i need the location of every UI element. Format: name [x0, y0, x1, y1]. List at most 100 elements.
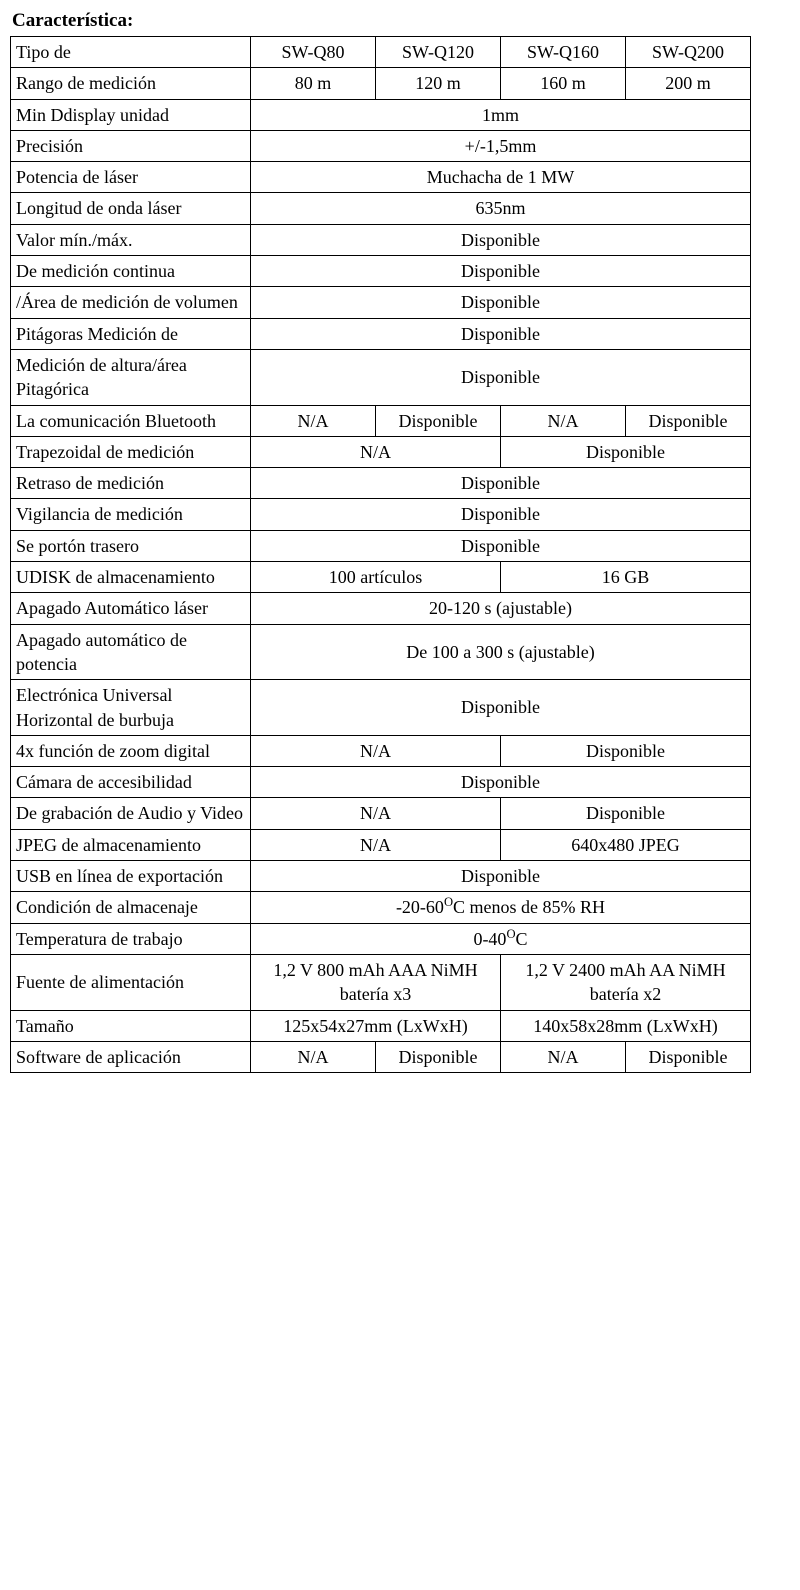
table-row: De medición continuaDisponible: [11, 256, 751, 287]
row-label: Cámara de accesibilidad: [11, 767, 251, 798]
table-row: UDISK de almacenamiento100 artículos16 G…: [11, 562, 751, 593]
row-label: Min Ddisplay unidad: [11, 99, 251, 130]
row-value: Disponible: [251, 287, 751, 318]
table-row: Fuente de alimentación1,2 V 800 mAh AAA …: [11, 954, 751, 1010]
row-value: Disponible: [251, 767, 751, 798]
row-value: Disponible: [251, 318, 751, 349]
table-row: Potencia de láserMuchacha de 1 MW: [11, 162, 751, 193]
row-value: -20-60OC menos de 85% RH: [251, 892, 751, 923]
row-value: Disponible: [251, 256, 751, 287]
row-value: Disponible: [251, 861, 751, 892]
row-value: 100 artículos: [251, 562, 501, 593]
table-row: Se portón traseroDisponible: [11, 530, 751, 561]
row-value: +/-1,5mm: [251, 130, 751, 161]
row-value: 120 m: [376, 68, 501, 99]
table-row: De grabación de Audio y VideoN/ADisponib…: [11, 798, 751, 829]
row-value: 125x54x27mm (LxWxH): [251, 1010, 501, 1041]
row-label: JPEG de almacenamiento: [11, 829, 251, 860]
table-row: Temperatura de trabajo0-40OC: [11, 923, 751, 954]
row-label: Tamaño: [11, 1010, 251, 1041]
row-label: Se portón trasero: [11, 530, 251, 561]
row-value: N/A: [501, 405, 626, 436]
row-value: 640x480 JPEG: [501, 829, 751, 860]
row-value: Disponible: [626, 405, 751, 436]
row-value: SW-Q160: [501, 37, 626, 68]
table-row: Tipo deSW-Q80SW-Q120SW-Q160SW-Q200: [11, 37, 751, 68]
row-value: Disponible: [251, 530, 751, 561]
table-row: Electrónica Universal Horizontal de burb…: [11, 680, 751, 736]
row-label: Longitud de onda láser: [11, 193, 251, 224]
row-value: Disponible: [376, 1041, 501, 1072]
table-row: La comunicación BluetoothN/ADisponibleN/…: [11, 405, 751, 436]
row-value: Disponible: [501, 735, 751, 766]
row-value: SW-Q80: [251, 37, 376, 68]
table-row: Precisión+/-1,5mm: [11, 130, 751, 161]
row-label: Apagado automático de potencia: [11, 624, 251, 680]
row-label: Software de aplicación: [11, 1041, 251, 1072]
row-value: De 100 a 300 s (ajustable): [251, 624, 751, 680]
row-value: Disponible: [501, 436, 751, 467]
row-value: Disponible: [626, 1041, 751, 1072]
row-value: N/A: [251, 405, 376, 436]
row-value: Disponible: [251, 680, 751, 736]
row-value: Disponible: [251, 349, 751, 405]
row-label: Retraso de medición: [11, 468, 251, 499]
table-row: Rango de medición80 m120 m160 m200 m: [11, 68, 751, 99]
row-value: 635nm: [251, 193, 751, 224]
table-row: /Área de medición de volumenDisponible: [11, 287, 751, 318]
row-label: La comunicación Bluetooth: [11, 405, 251, 436]
table-row: Tamaño125x54x27mm (LxWxH)140x58x28mm (Lx…: [11, 1010, 751, 1041]
table-row: USB en línea de exportaciónDisponible: [11, 861, 751, 892]
spec-table: Tipo deSW-Q80SW-Q120SW-Q160SW-Q200Rango …: [10, 36, 751, 1073]
row-value: 80 m: [251, 68, 376, 99]
row-value: Disponible: [501, 798, 751, 829]
row-label: De medición continua: [11, 256, 251, 287]
section-heading: Característica:: [12, 10, 790, 32]
row-value: Disponible: [251, 499, 751, 530]
row-label: Vigilancia de medición: [11, 499, 251, 530]
row-value: N/A: [251, 1041, 376, 1072]
row-value: N/A: [251, 436, 501, 467]
row-label: Tipo de: [11, 37, 251, 68]
table-row: Apagado automático de potenciaDe 100 a 3…: [11, 624, 751, 680]
table-row: Software de aplicaciónN/ADisponibleN/ADi…: [11, 1041, 751, 1072]
row-value: 20-120 s (ajustable): [251, 593, 751, 624]
table-row: Apagado Automático láser20-120 s (ajusta…: [11, 593, 751, 624]
table-row: 4x función de zoom digitalN/ADisponible: [11, 735, 751, 766]
row-value: Disponible: [251, 224, 751, 255]
row-label: UDISK de almacenamiento: [11, 562, 251, 593]
row-value: N/A: [251, 829, 501, 860]
table-row: Valor mín./máx.Disponible: [11, 224, 751, 255]
table-row: JPEG de almacenamientoN/A640x480 JPEG: [11, 829, 751, 860]
row-label: Rango de medición: [11, 68, 251, 99]
table-row: Vigilancia de mediciónDisponible: [11, 499, 751, 530]
row-label: Potencia de láser: [11, 162, 251, 193]
row-value: SW-Q120: [376, 37, 501, 68]
table-row: Condición de almacenaje-20-60OC menos de…: [11, 892, 751, 923]
row-label: Temperatura de trabajo: [11, 923, 251, 954]
row-value: 1mm: [251, 99, 751, 130]
row-label: Medición de altura/área Pitagórica: [11, 349, 251, 405]
row-value: Disponible: [251, 468, 751, 499]
table-row: Pitágoras Medición deDisponible: [11, 318, 751, 349]
row-value: Disponible: [376, 405, 501, 436]
row-value: 140x58x28mm (LxWxH): [501, 1010, 751, 1041]
row-label: Valor mín./máx.: [11, 224, 251, 255]
row-value: Muchacha de 1 MW: [251, 162, 751, 193]
table-row: Trapezoidal de mediciónN/ADisponible: [11, 436, 751, 467]
row-label: Fuente de alimentación: [11, 954, 251, 1010]
row-label: Pitágoras Medición de: [11, 318, 251, 349]
table-row: Medición de altura/área PitagóricaDispon…: [11, 349, 751, 405]
row-value: 200 m: [626, 68, 751, 99]
table-row: Min Ddisplay unidad1mm: [11, 99, 751, 130]
row-value: 16 GB: [501, 562, 751, 593]
row-value: N/A: [251, 735, 501, 766]
table-row: Longitud de onda láser635nm: [11, 193, 751, 224]
row-value: 1,2 V 800 mAh AAA NiMH batería x3: [251, 954, 501, 1010]
row-value: 0-40OC: [251, 923, 751, 954]
row-label: 4x función de zoom digital: [11, 735, 251, 766]
row-label: De grabación de Audio y Video: [11, 798, 251, 829]
row-value: N/A: [501, 1041, 626, 1072]
row-label: Apagado Automático láser: [11, 593, 251, 624]
row-label: Trapezoidal de medición: [11, 436, 251, 467]
